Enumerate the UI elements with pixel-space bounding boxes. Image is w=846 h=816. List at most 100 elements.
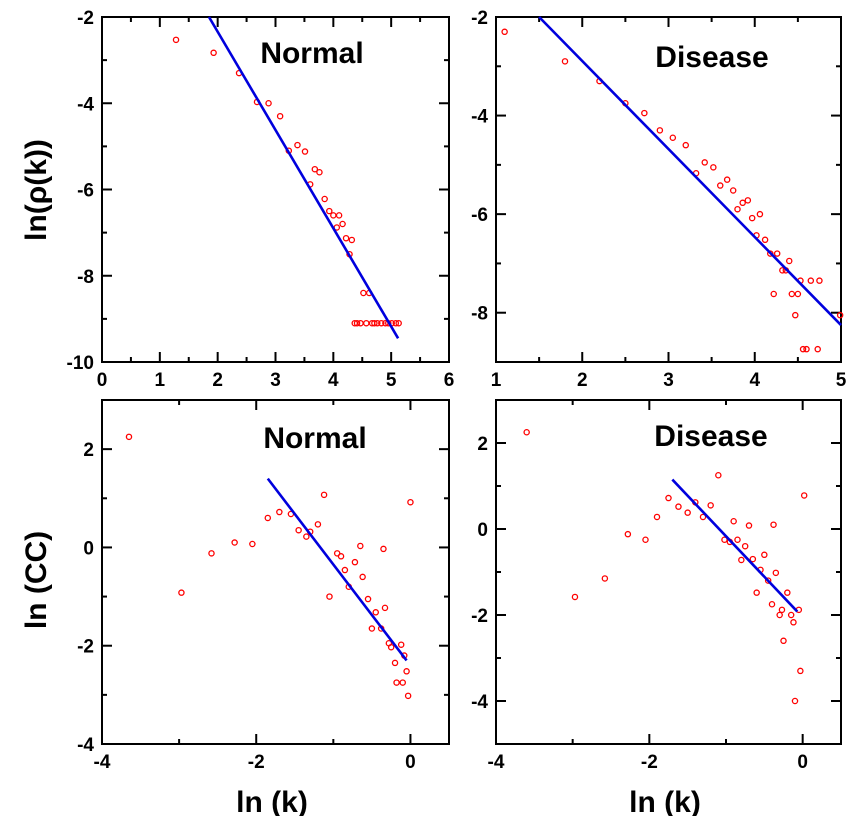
data-point <box>392 319 400 327</box>
data-point <box>641 109 648 117</box>
data-point <box>665 494 672 502</box>
y-tick-label: -4 <box>471 107 488 128</box>
y-tick-label: 2 <box>83 440 94 461</box>
data-point <box>710 164 717 171</box>
data-point <box>311 165 319 173</box>
data-point <box>231 539 238 546</box>
data-point <box>749 555 757 563</box>
data-point <box>404 692 412 700</box>
panel-title: Normal <box>260 37 363 70</box>
y-tick-label: 2 <box>477 434 488 455</box>
data-point <box>656 127 664 134</box>
plot-frame <box>101 399 450 745</box>
data-point <box>316 168 323 176</box>
x-tick-label: -4 <box>94 752 111 773</box>
x-tick-label: 1 <box>155 370 166 391</box>
y-tick-label: 0 <box>83 538 94 559</box>
panel-title: Normal <box>263 422 366 455</box>
data-point <box>380 545 387 553</box>
x-tick-label: 2 <box>212 370 223 391</box>
data-point <box>178 589 185 596</box>
data-point <box>717 182 724 189</box>
data-point <box>363 319 370 327</box>
data-point <box>364 595 372 603</box>
data-point <box>342 234 350 242</box>
y-tick-label: 0 <box>477 520 488 541</box>
data-point <box>326 593 333 600</box>
data-point <box>748 214 756 222</box>
y-tick-label: -8 <box>77 267 94 288</box>
data-point <box>571 593 579 601</box>
data-point <box>776 611 783 619</box>
data-point <box>393 679 400 686</box>
y-tick-label: -6 <box>77 181 94 202</box>
y-tick-label: -2 <box>471 606 488 627</box>
fit-line <box>266 477 408 662</box>
data-point <box>276 112 284 120</box>
y-tick-label: -10 <box>67 353 94 374</box>
data-point <box>761 236 769 244</box>
data-point <box>734 536 741 544</box>
data-point <box>642 536 649 544</box>
data-point <box>753 589 760 596</box>
data-point <box>330 212 337 219</box>
x-axis-label-right: ln (k) <box>629 786 701 816</box>
data-point <box>359 573 366 581</box>
data-point <box>624 530 632 538</box>
data-point <box>773 250 781 257</box>
data-point <box>701 159 708 166</box>
data-point <box>791 697 799 705</box>
y-tick-label: -4 <box>471 692 488 713</box>
data-point <box>780 637 787 645</box>
data-point <box>768 601 776 608</box>
data-point <box>730 518 737 525</box>
data-point <box>601 575 609 582</box>
data-point <box>399 679 406 686</box>
panel-title: Disease <box>655 41 768 74</box>
data-point <box>523 428 530 436</box>
data-point <box>682 141 690 149</box>
x-tick-label: -4 <box>488 752 505 773</box>
data-point <box>295 526 302 534</box>
data-point <box>381 604 389 612</box>
data-point <box>348 236 356 244</box>
data-point <box>739 199 746 207</box>
data-point <box>767 250 774 257</box>
data-point <box>734 205 741 213</box>
data-point <box>501 28 508 36</box>
fit-line <box>207 16 400 339</box>
data-point <box>784 589 791 596</box>
data-point <box>761 551 768 559</box>
panel-top-left: 0 1 2 3 4 5 6 -10 -8 -6 -4 -2 Normal <box>67 8 455 391</box>
data-point <box>339 220 346 228</box>
y-axis-label-text: ln (CC) <box>20 531 53 629</box>
data-point <box>803 345 810 353</box>
data-point <box>264 514 272 522</box>
y-axis-label-text: ln(ρ(k)) <box>20 139 53 241</box>
data-point <box>794 290 802 298</box>
y-tick-label: -4 <box>77 735 94 756</box>
data-point <box>699 513 707 521</box>
data-point <box>807 277 815 284</box>
data-point <box>756 210 764 218</box>
data-point <box>125 433 133 441</box>
y-axis-label-bottom: ln (CC) <box>20 531 53 629</box>
data-point <box>303 533 310 540</box>
x-tick-label: -2 <box>641 752 658 773</box>
data-point <box>721 536 728 544</box>
data-point <box>374 319 381 327</box>
x-axis-label-left: ln (k) <box>236 786 308 816</box>
data-point <box>707 502 714 509</box>
data-point <box>210 49 217 57</box>
data-point <box>249 540 256 548</box>
x-tick-label: -2 <box>248 752 265 773</box>
data-point <box>265 100 272 107</box>
data-point <box>814 345 821 353</box>
x-tick-label: 1 <box>491 370 502 391</box>
panel-bottom-right: -4 -2 0 -4 -2 0 2 Disease <box>471 399 842 773</box>
x-tick-label: 0 <box>405 752 416 773</box>
data-point <box>321 195 328 203</box>
data-point <box>357 542 364 550</box>
x-tick-label: 4 <box>328 370 339 391</box>
data-point <box>786 257 793 265</box>
